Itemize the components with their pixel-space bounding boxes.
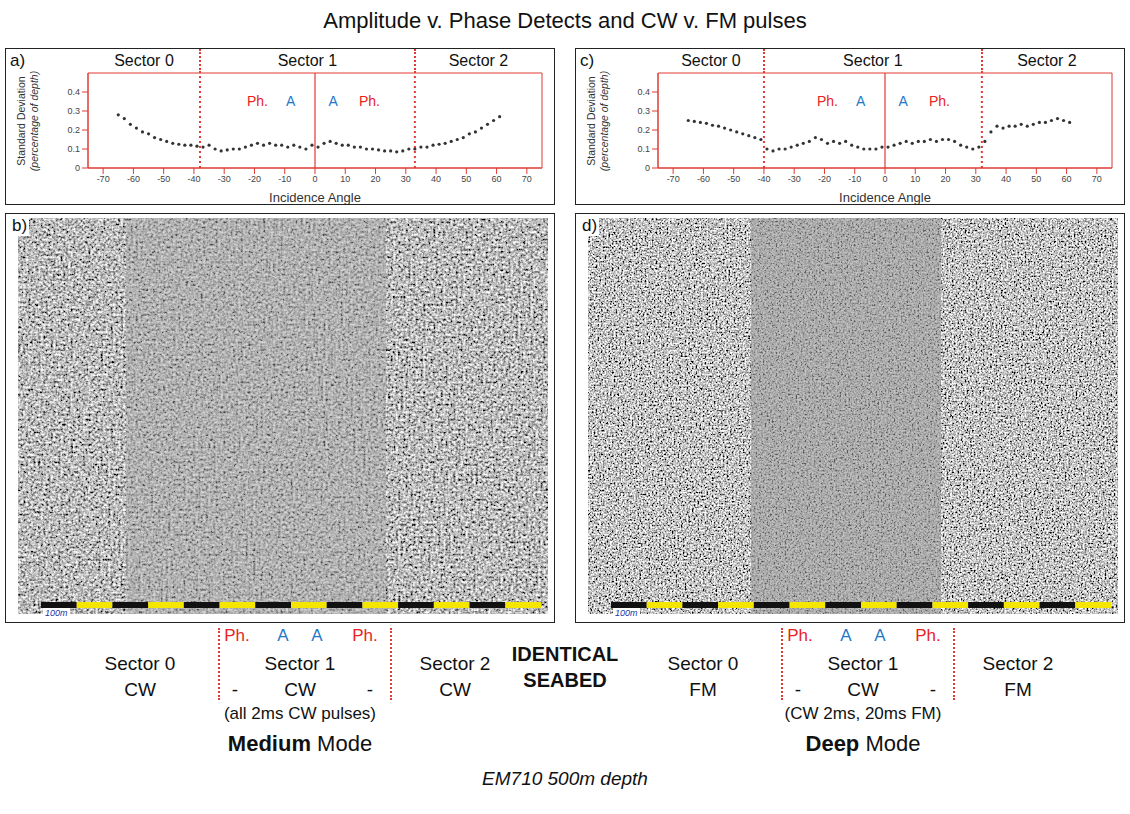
svg-text:10: 10 <box>340 174 350 184</box>
html-text:CW: CW <box>847 679 879 700</box>
html-text:Ph.: Ph. <box>352 626 378 645</box>
svg-text:-20: -20 <box>248 174 261 184</box>
html-text:Sector 0: Sector 0 <box>114 52 174 69</box>
html-text:Deep Mode: Deep Mode <box>805 731 921 756</box>
svg-text:40: 40 <box>1001 174 1011 184</box>
html-text:Sector 1: Sector 1 <box>843 52 903 69</box>
html-text:Sector 0: Sector 0 <box>667 653 739 674</box>
svg-text:Ph.: Ph. <box>359 93 380 109</box>
html-text:FM: FM <box>689 679 717 700</box>
svg-text:0: 0 <box>882 174 887 184</box>
html-text:(all 2ms CW pulses): (all 2ms CW pulses) <box>224 704 376 723</box>
html-text:Sector 1: Sector 1 <box>264 653 336 674</box>
html-text:b): b) <box>12 216 28 235</box>
svg-text:20: 20 <box>371 174 381 184</box>
svg-text:-60: -60 <box>127 174 140 184</box>
html-text:Ph.: Ph. <box>224 626 250 645</box>
html-text:A: A <box>311 626 323 645</box>
svg-text:60: 60 <box>492 174 502 184</box>
html-text:Ph.: Ph. <box>915 626 941 645</box>
html-text:Ph.: Ph. <box>787 626 813 645</box>
html-text:FM: FM <box>1004 679 1032 700</box>
html-text:Standard Deviation: Standard Deviation <box>585 75 597 166</box>
html-text:Sector 2: Sector 2 <box>1017 52 1077 69</box>
svg-text:-10: -10 <box>848 174 861 184</box>
svg-text:Ph.: Ph. <box>247 93 268 109</box>
svg-text:30: 30 <box>971 174 981 184</box>
svg-text:0: 0 <box>312 174 317 184</box>
svg-text:A: A <box>856 93 866 109</box>
svg-text:-40: -40 <box>757 174 770 184</box>
svg-text:-40: -40 <box>187 174 200 184</box>
svg-text:A: A <box>286 93 296 109</box>
svg-text:-50: -50 <box>157 174 170 184</box>
svg-text:Ph.: Ph. <box>929 93 950 109</box>
html-text:(percentage of depth): (percentage of depth) <box>28 70 40 171</box>
svg-text:Incidence Angle: Incidence Angle <box>839 190 931 204</box>
svg-text:0.3: 0.3 <box>67 106 80 116</box>
svg-text:-50: -50 <box>727 174 740 184</box>
html-text:CW: CW <box>124 679 156 700</box>
html-text:Standard Deviation: Standard Deviation <box>15 75 27 166</box>
svg-text:50: 50 <box>1031 174 1041 184</box>
html-text:c): c) <box>580 51 595 70</box>
svg-text:-70: -70 <box>97 174 110 184</box>
svg-text:Incidence Angle: Incidence Angle <box>269 190 361 204</box>
html-text:d): d) <box>582 216 598 235</box>
svg-text:-30: -30 <box>788 174 801 184</box>
svg-text:0: 0 <box>645 163 650 173</box>
svg-text:-10: -10 <box>278 174 291 184</box>
svg-text:0.1: 0.1 <box>67 144 80 154</box>
svg-text:0.3: 0.3 <box>637 106 650 116</box>
svg-text:-70: -70 <box>667 174 680 184</box>
svg-text:50: 50 <box>461 174 471 184</box>
svg-text:70: 70 <box>1092 174 1102 184</box>
html-text:A: A <box>277 626 289 645</box>
html-text:Sector 2: Sector 2 <box>982 653 1054 674</box>
svg-text:0.4: 0.4 <box>67 87 80 97</box>
html-text:IDENTICAL: IDENTICAL <box>511 643 619 665</box>
html-text:(CW 2ms, 20ms FM): (CW 2ms, 20ms FM) <box>784 704 942 723</box>
html-text:SEABED: SEABED <box>523 669 607 691</box>
html-text:100m: 100m <box>615 608 638 618</box>
html-text:a): a) <box>10 51 26 70</box>
svg-text:-60: -60 <box>697 174 710 184</box>
svg-text:Ph.: Ph. <box>817 93 838 109</box>
svg-text:60: 60 <box>1062 174 1072 184</box>
html-text:Medium Mode: Medium Mode <box>227 731 373 756</box>
html-text:EM710 500m depth: EM710 500m depth <box>482 768 648 789</box>
svg-text:40: 40 <box>431 174 441 184</box>
html-text:Sector 2: Sector 2 <box>419 653 491 674</box>
svg-text:30: 30 <box>401 174 411 184</box>
svg-text:A: A <box>898 93 908 109</box>
svg-text:70: 70 <box>522 174 532 184</box>
html-text:CW: CW <box>284 679 316 700</box>
svg-text:-20: -20 <box>818 174 831 184</box>
svg-text:0.4: 0.4 <box>637 87 650 97</box>
svg-text:0.2: 0.2 <box>637 125 650 135</box>
html-text:Sector 0: Sector 0 <box>681 52 741 69</box>
html-text:Sector 0: Sector 0 <box>104 653 176 674</box>
html-text:Sector 1: Sector 1 <box>827 653 899 674</box>
html-text:A: A <box>840 626 852 645</box>
svg-text:0.1: 0.1 <box>637 144 650 154</box>
html-text:CW: CW <box>439 679 471 700</box>
svg-text:10: 10 <box>910 174 920 184</box>
svg-text:-30: -30 <box>218 174 231 184</box>
html-text:100m: 100m <box>45 608 68 618</box>
html-text:Amplitude v. Phase Detects and: Amplitude v. Phase Detects and CW v. FM … <box>323 8 807 33</box>
svg-text:0: 0 <box>75 163 80 173</box>
html-text:(percentage of depth): (percentage of depth) <box>598 70 610 171</box>
html-text:Sector 1: Sector 1 <box>277 52 338 69</box>
html-text:A: A <box>874 626 886 645</box>
svg-text:0.2: 0.2 <box>67 125 80 135</box>
html-text:Sector 2: Sector 2 <box>448 52 509 69</box>
svg-text:A: A <box>328 93 338 109</box>
svg-text:20: 20 <box>941 174 951 184</box>
